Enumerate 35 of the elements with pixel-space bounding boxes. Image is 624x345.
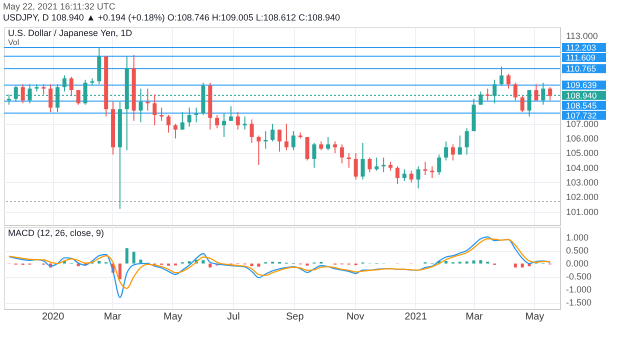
x-tick-label: 2021 xyxy=(404,312,428,322)
y-tick-label: -0.500 xyxy=(566,272,592,282)
x-tick-label: Mar xyxy=(104,312,122,322)
x-tick-label: May xyxy=(525,312,544,322)
chart-title: MACD (12, 26, close, 9) xyxy=(8,228,104,238)
y-tick-label: 107.000 xyxy=(566,118,599,129)
y-tick-label: 113.000 xyxy=(566,30,598,41)
text: May 22, 2021 16:11:32 UTC xyxy=(3,2,116,12)
x-tick-label: Mar xyxy=(466,312,484,322)
y-tick-label: 0.000 xyxy=(566,258,589,269)
annotation: Vol xyxy=(8,38,20,47)
ref-line-label: 109.639 xyxy=(566,80,597,90)
x-tick-label: May xyxy=(164,312,182,322)
y-tick-label: -1.000 xyxy=(566,284,592,295)
y-tick-label: 0.500 xyxy=(566,246,589,256)
ref-line-label: 108.940 xyxy=(566,90,597,100)
y-tick-label: 1.000 xyxy=(566,232,589,242)
x-tick-label: Jul xyxy=(227,312,240,322)
ref-line-label: 110.765 xyxy=(566,64,596,74)
text: USDJPY, D 108.940 ▲ +0.194 (+0.18%) O:108.746 H:109.005 L:108.612 C:108.940 xyxy=(3,12,340,22)
ref-line-label: 108.545 xyxy=(566,100,597,110)
ref-line-label: 111.609 xyxy=(566,52,596,62)
y-tick-label: 105.000 xyxy=(566,148,599,158)
y-tick-label: 101.000 xyxy=(566,206,599,217)
y-tick-label: 106.000 xyxy=(566,133,599,144)
chart-title: U.S. Dollar / Japanese Yen, 1D xyxy=(8,28,133,38)
y-tick-label: -1.500 xyxy=(566,298,592,308)
y-tick-label: 104.000 xyxy=(566,162,599,173)
x-tick-label: 2020 xyxy=(42,312,65,322)
ref-line-label: 107.732 xyxy=(566,110,597,120)
ref-line-label: 112.203 xyxy=(566,42,596,52)
x-tick-label: Nov xyxy=(346,312,364,322)
x-tick-label: Sep xyxy=(286,312,304,322)
y-tick-label: 103.000 xyxy=(566,177,599,188)
y-tick-label: 102.000 xyxy=(566,192,599,202)
